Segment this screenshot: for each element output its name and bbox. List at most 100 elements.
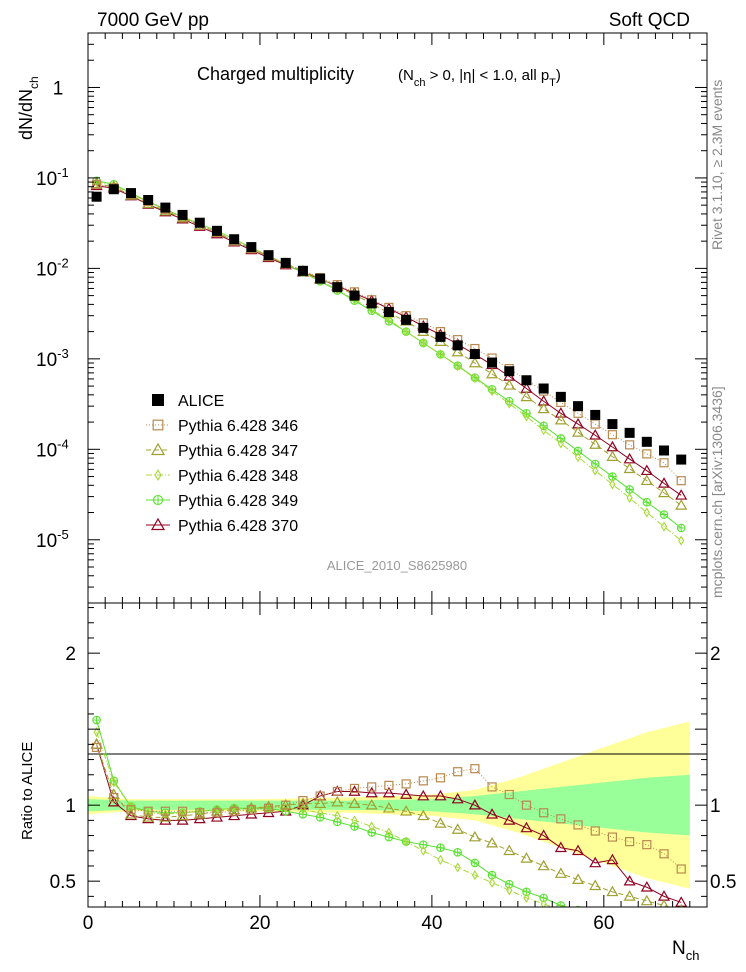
point-370 (675, 489, 688, 500)
point-346 (607, 430, 618, 440)
ratio-xtick-label: 40 (421, 913, 442, 934)
point-ALICE (504, 366, 515, 377)
point-ALICE (108, 184, 119, 195)
ratio-xlabel: Nch (672, 938, 699, 963)
ratio-point-346 (470, 764, 480, 774)
point-347 (451, 345, 464, 357)
ratio-point-347 (348, 797, 361, 808)
ratio-point-348 (437, 854, 444, 865)
analysis-label: ALICE_2010_S8625980 (327, 558, 467, 573)
ratio-point-370 (606, 853, 619, 865)
ratio-series-clip (90, 715, 688, 937)
main-ytick-label: 1 (53, 78, 64, 99)
ratio-ytick-label: 1 (65, 796, 76, 817)
point-347 (675, 499, 688, 510)
ratio-point-370 (589, 856, 602, 868)
ratio-point-346 (521, 800, 532, 810)
point-347 (537, 402, 550, 414)
point-348 (626, 492, 633, 503)
ratio-point-348 (420, 845, 427, 856)
subtitle-part-1: (N (398, 67, 414, 84)
ratio-point-346 (573, 820, 583, 830)
mcplots-label: mcplots.cern.ch [arXiv:1306.3436] (709, 386, 725, 598)
ratio-point-346 (263, 803, 274, 813)
ratio-point-348 (644, 926, 649, 934)
point-ALICE (280, 257, 291, 268)
ratio-point-347 (623, 890, 636, 901)
ratio-point-347 (659, 899, 669, 907)
ratio-point-348 (523, 892, 530, 903)
legend-marker-347 (150, 442, 166, 456)
ratio-point-348 (316, 807, 324, 818)
ratio-point-349 (643, 920, 651, 928)
ytick-base: 10 (36, 531, 57, 552)
ratio-point-347 (520, 852, 533, 863)
ratio-point-346 (349, 783, 360, 794)
point-370 (90, 179, 103, 191)
ratio-point-370 (400, 788, 413, 799)
ratio-point-347 (572, 873, 585, 884)
ratio-point-348 (368, 821, 375, 832)
point-ALICE (229, 234, 240, 245)
point-348 (660, 521, 668, 532)
point-ALICE (487, 357, 498, 368)
subtitle-part-3: ) (556, 67, 561, 84)
ratio-point-347 (296, 797, 309, 808)
point-ALICE (366, 298, 377, 309)
ratio-point-346 (642, 840, 652, 850)
ratio-point-370 (348, 785, 361, 796)
ratio-point-347 (365, 798, 378, 810)
point-ALICE (676, 454, 687, 465)
ratio-point-370 (503, 814, 516, 825)
point-347 (589, 438, 602, 449)
point-ALICE (246, 242, 257, 253)
ratio-point-348 (662, 929, 667, 937)
ratio-point-347 (159, 811, 172, 822)
ratio-ytick-label-right: 0.5 (710, 872, 736, 893)
ratio-point-346 (143, 806, 153, 816)
point-ALICE (452, 340, 463, 351)
ratio-point-347 (382, 801, 395, 813)
point-347 (486, 367, 499, 379)
ratio-point-347 (503, 844, 516, 856)
ratio-point-346 (126, 805, 136, 815)
ratio-point-349 (660, 923, 668, 931)
ratio-point-348 (576, 911, 581, 919)
ratio-xtick-label: 0 (83, 913, 94, 934)
ratio-point-347 (589, 879, 602, 891)
legend-item-348: Pythia 6.428 348 (146, 468, 298, 485)
ratio-xtick-label: 20 (249, 913, 270, 934)
ratio-point-370 (572, 844, 585, 856)
point-348 (609, 479, 616, 490)
ratio-point-370 (142, 812, 155, 824)
ytick-exponent: -1 (57, 165, 69, 180)
ratio-point-347 (314, 797, 327, 808)
point-348 (540, 425, 547, 436)
legend-marker-370 (150, 517, 166, 531)
ratio-point-348 (110, 777, 117, 788)
point-ALICE (91, 191, 102, 202)
series-line-348 (96, 181, 682, 541)
ratio-point-348 (93, 727, 100, 738)
point-ALICE (297, 265, 308, 276)
ratio-point-346 (504, 789, 514, 800)
ratio-point-348 (351, 815, 358, 826)
point-347 (554, 413, 567, 425)
ratio-point-346 (384, 780, 394, 791)
point-ALICE (590, 409, 601, 420)
point-346 (91, 179, 102, 189)
ratio-point-370 (657, 890, 671, 901)
ratio-point-348 (627, 923, 632, 931)
ratio-point-348 (299, 804, 307, 815)
point-348 (506, 398, 513, 409)
point-ALICE (401, 314, 412, 325)
ratio-point-346 (212, 808, 222, 818)
subtitle-sub-1: ch (414, 77, 426, 89)
point-348 (488, 386, 496, 397)
ratio-point-347 (468, 830, 481, 842)
ratio-point-370 (554, 841, 567, 853)
point-348 (471, 373, 479, 384)
ratio-ylabel: Ratio to ALICE (19, 742, 36, 840)
ratio-point-347 (142, 811, 155, 822)
